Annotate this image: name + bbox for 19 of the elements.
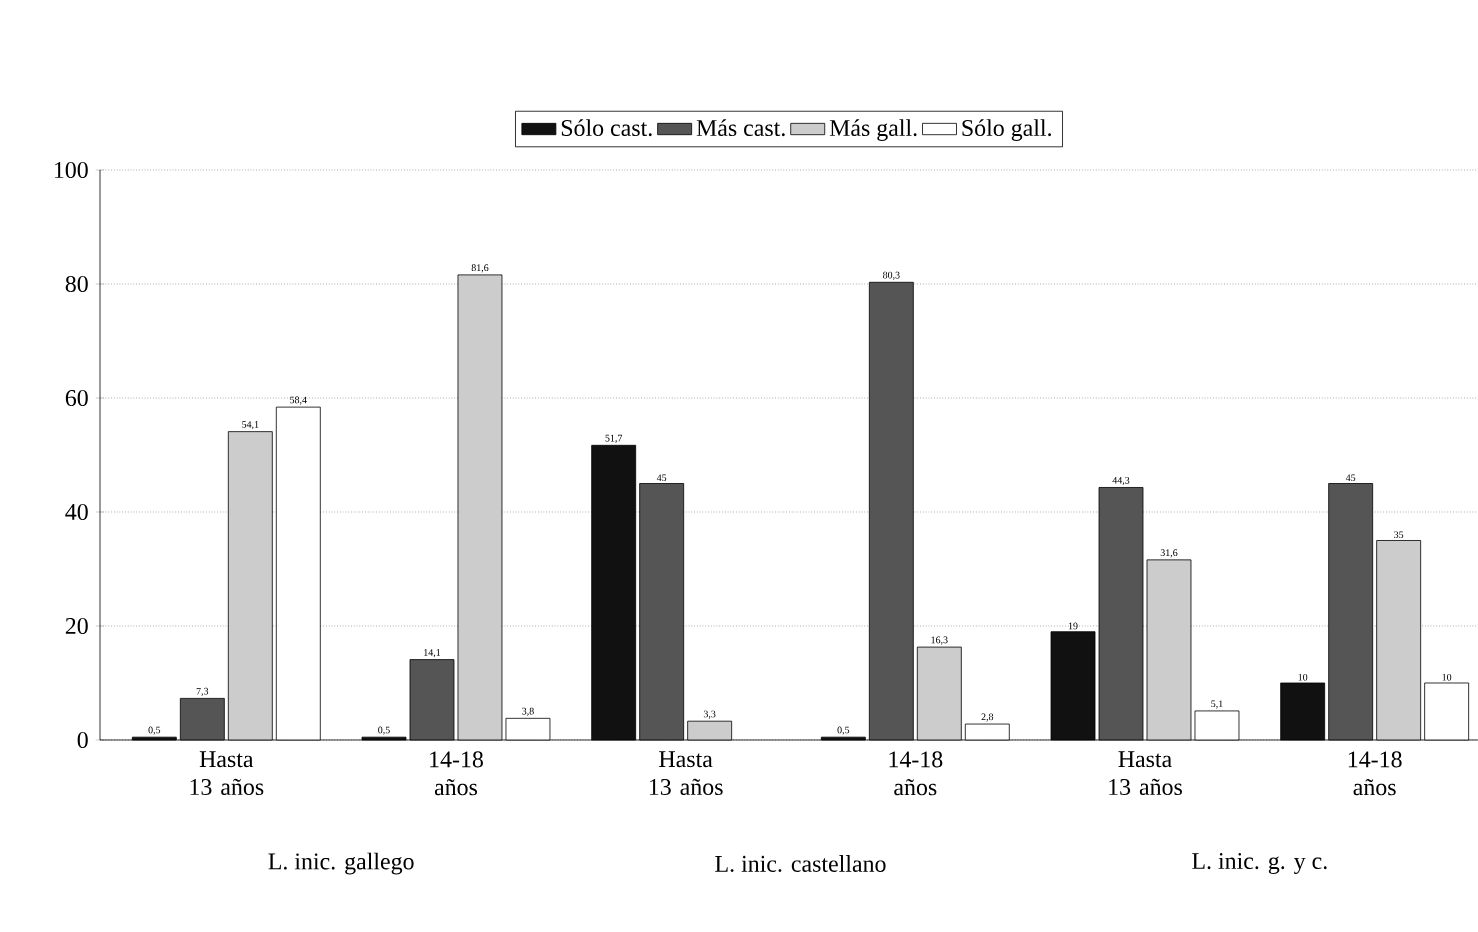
text: L. inic. gallego [268, 852, 414, 875]
y-tick-label: 40 [65, 503, 88, 521]
y-tick-label: 0 [77, 731, 88, 749]
x-tick-label: 14-18 años [1348, 751, 1402, 796]
legend-label: Más gall. [829, 119, 917, 141]
legend-label: Sólo gall. [962, 119, 1051, 141]
legend-label: Más cast. [696, 119, 785, 137]
y-tick-label: 20 [65, 617, 88, 635]
y-tick-label: 100 [54, 161, 88, 179]
x-tick-label: Hasta 13 años [1109, 751, 1182, 796]
text: L. inic. g. y c. [1192, 853, 1327, 875]
x-tick-label: 14-18 años [430, 751, 483, 796]
legend-label: Sólo cast. [561, 119, 652, 137]
y-tick-label: 80 [65, 275, 88, 293]
x-tick-label: Hasta 13 años [190, 751, 264, 796]
text: L. inic. castellano [715, 855, 886, 873]
x-tick-label: Hasta 13 años [649, 751, 723, 796]
x-tick-label: 14-18 años [889, 751, 943, 796]
y-tick-label: 60 [65, 389, 88, 407]
